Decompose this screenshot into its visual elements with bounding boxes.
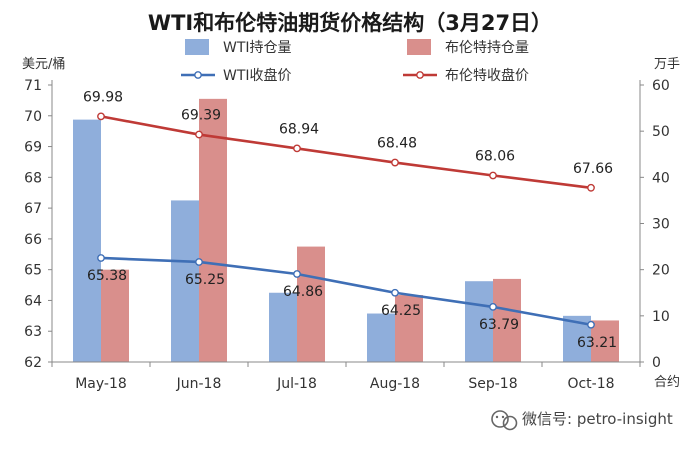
legend-marker [194,71,202,79]
wechat-icon [491,410,518,431]
x-axis-unit: 合约 [654,375,680,390]
bar-brent-Sep-18 [493,278,521,362]
x-tick-label-Sep-18: Sep-18 [468,376,517,392]
data-label-brent-Sep-18: 68.06 [475,148,515,164]
point-brent-Aug-18 [391,158,399,167]
data-label-brent-Jul-18: 68.94 [279,121,319,137]
bar-wti-Jul-18 [269,292,297,362]
point-wti-Aug-18 [391,288,399,297]
bars-layer [73,98,619,362]
legend: WTI持仓量 布伦特持仓量 WTI收盘价 布伦特收盘价 [181,39,529,84]
bar-brent-Jun-18 [199,98,227,362]
left-tick-label: 71 [24,78,42,94]
labels-layer: 65.38 65.25 64.86 64.25 63.79 63.21 69.98 69.39… [83,89,617,350]
legend-label: 布伦特持仓量 [445,40,529,56]
left-tick-label: 62 [24,355,42,371]
chart-title: WTI和布伦特油期货价格结构（3月27日） [148,11,552,35]
line-wti [100,256,592,327]
point-wti-Jul-18 [293,270,301,278]
data-label-wti-May-18: 65.38 [87,268,127,284]
lines-layer [97,112,595,329]
left-tick-label: 69 [24,140,42,156]
left-tick-label: 64 [24,293,42,309]
data-label-wti-Sep-18: 63.79 [479,317,519,333]
legend-item-wti-close: WTI收盘价 [181,67,292,84]
x-tick-label-Jun-18: Jun-18 [176,376,222,392]
watermark: 微信号: petro-insight [491,410,673,431]
line-brent [100,115,592,190]
right-tick-label: 40 [652,170,670,186]
bar-brent-Jul-18 [297,246,325,362]
left-tick-label: 68 [24,170,42,186]
right-tick-label: 30 [652,217,670,233]
left-tick-label: 63 [24,324,42,340]
legend-item-brent-holding: 布伦特持仓量 [407,39,529,56]
legend-label: WTI持仓量 [223,40,292,56]
data-label-brent-Aug-18: 68.48 [377,136,417,152]
point-brent-Sep-18 [489,171,497,180]
x-tick-label-Jul-18: Jul-18 [276,376,317,392]
left-tick-label: 65 [24,263,42,279]
watermark-text: 微信号: petro-insight [522,410,673,428]
bar-wti-Aug-18 [367,313,395,362]
bar-brent-May-18 [101,269,129,362]
right-tick-label: 0 [652,355,661,371]
x-tick-label-Oct-18: Oct-18 [567,376,614,392]
bar-wti-Sep-18 [465,281,493,362]
data-label-brent-May-18: 69.98 [83,89,123,105]
point-wti-Sep-18 [489,303,497,311]
legend-label: WTI收盘价 [223,67,292,84]
bar-brent-Aug-18 [395,295,423,362]
legend-marker [416,71,424,79]
legend-item-wti-holding: WTI持仓量 [185,39,292,56]
point-brent-May-18 [97,112,105,121]
left-tick-label: 70 [24,109,42,125]
data-label-brent-Oct-18: 67.66 [573,161,613,177]
data-label-wti-Jul-18: 64.86 [283,284,323,300]
x-tick-label-Aug-18: Aug-18 [370,376,420,392]
point-brent-Jun-18 [195,130,203,139]
point-brent-Jul-18 [293,144,301,153]
data-label-wti-Aug-18: 64.25 [381,303,421,319]
bar-wti-Jun-18 [171,200,199,362]
point-brent-Oct-18 [587,183,595,192]
right-tick-label: 10 [652,309,670,325]
left-tick-label: 66 [24,232,42,248]
point-wti-Oct-18 [587,320,595,329]
legend-swatch [185,39,209,55]
right-axis-unit: 万手 [654,57,680,72]
right-tick-label: 20 [652,263,670,279]
data-label-wti-Jun-18: 65.25 [185,272,225,288]
data-label-brent-Jun-18: 69.39 [181,108,221,124]
data-label-wti-Oct-18: 63.21 [577,335,617,351]
right-tick-label: 60 [652,78,670,94]
legend-swatch [407,39,431,55]
bar-wti-May-18 [73,119,101,362]
point-wti-May-18 [97,254,105,262]
left-tick-label: 67 [24,201,42,217]
bar-brent-Oct-18 [591,320,619,362]
point-wti-Jun-18 [195,258,203,266]
right-tick-label: 50 [652,124,670,140]
axes-layer: 62 63 64 65 66 67 68 69 70 71 0 10 20 30 40 50 60 May-18 J… [24,78,670,392]
x-tick-label-May-18: May-18 [75,376,127,392]
left-axis-unit: 美元/桶 [22,57,65,72]
legend-label: 布伦特收盘价 [445,67,529,84]
legend-item-brent-close: 布伦特收盘价 [403,67,529,84]
